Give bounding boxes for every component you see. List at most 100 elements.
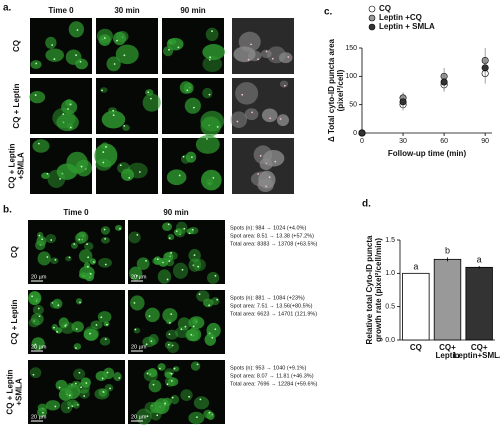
cell bbox=[65, 256, 72, 262]
cell bbox=[276, 114, 289, 127]
puncta bbox=[42, 411, 44, 414]
puncta bbox=[50, 239, 53, 241]
cell bbox=[202, 44, 225, 61]
puncta bbox=[159, 367, 161, 370]
puncta bbox=[148, 315, 151, 318]
puncta bbox=[190, 333, 193, 336]
cell bbox=[238, 31, 261, 52]
scale-label: 20 µm bbox=[131, 274, 147, 280]
cell bbox=[73, 343, 82, 350]
puncta bbox=[183, 227, 186, 230]
puncta bbox=[53, 326, 55, 329]
puncta bbox=[78, 371, 81, 374]
y-axis-label: (pixel²/cell) bbox=[336, 69, 345, 111]
legend-marker bbox=[368, 23, 376, 31]
puncta bbox=[34, 343, 37, 346]
puncta bbox=[87, 265, 89, 268]
cell bbox=[84, 242, 94, 251]
puncta bbox=[170, 379, 173, 382]
scale-label: 20 µm bbox=[31, 274, 47, 280]
puncta bbox=[191, 228, 194, 231]
cell bbox=[115, 44, 139, 65]
puncta bbox=[206, 138, 208, 140]
puncta bbox=[175, 230, 178, 233]
cell bbox=[113, 371, 122, 382]
puncta bbox=[199, 398, 202, 401]
puncta bbox=[34, 94, 37, 96]
cell bbox=[165, 251, 178, 261]
cell bbox=[247, 50, 262, 62]
puncta bbox=[85, 382, 88, 384]
puncta bbox=[106, 371, 109, 374]
cell bbox=[201, 169, 222, 191]
puncta bbox=[182, 155, 185, 158]
puncta bbox=[208, 93, 211, 96]
puncta bbox=[104, 263, 107, 266]
stats-text: Spot area: 8.07 → 11.81 (+46.3%) bbox=[230, 373, 314, 379]
cell bbox=[76, 231, 89, 244]
puncta bbox=[170, 313, 173, 316]
puncta bbox=[168, 333, 171, 336]
puncta bbox=[208, 411, 211, 414]
puncta bbox=[167, 223, 170, 226]
cell bbox=[100, 87, 108, 93]
puncta bbox=[58, 386, 61, 389]
cell bbox=[115, 225, 123, 231]
legend-label: Leptin +CQ bbox=[379, 13, 422, 22]
puncta bbox=[104, 238, 107, 240]
puncta bbox=[105, 145, 107, 148]
cell bbox=[66, 122, 74, 130]
cell bbox=[165, 258, 175, 267]
puncta bbox=[216, 298, 219, 301]
cell bbox=[37, 407, 47, 418]
puncta bbox=[257, 173, 260, 175]
cell bbox=[36, 235, 47, 247]
y-tick-label: 150 bbox=[345, 45, 357, 52]
puncta bbox=[102, 390, 105, 393]
puncta bbox=[212, 176, 215, 179]
cell bbox=[73, 368, 86, 380]
puncta bbox=[89, 332, 91, 335]
puncta bbox=[37, 142, 40, 145]
stats-text: Spots (n): 881 → 1084 (+23%) bbox=[230, 295, 305, 301]
cell bbox=[100, 236, 110, 244]
puncta bbox=[123, 125, 126, 127]
puncta bbox=[150, 340, 153, 343]
cell bbox=[180, 389, 193, 401]
cell bbox=[193, 258, 206, 272]
puncta bbox=[164, 402, 167, 405]
point bbox=[358, 129, 366, 137]
cell bbox=[128, 231, 141, 244]
cell bbox=[157, 269, 172, 284]
cell bbox=[205, 27, 219, 42]
legend-marker bbox=[368, 14, 376, 22]
puncta bbox=[38, 234, 41, 237]
y-tick-label: 100 bbox=[345, 73, 357, 80]
puncta bbox=[101, 377, 104, 380]
column-header: Time 0 bbox=[48, 6, 74, 15]
scale-label: 20 µm bbox=[31, 414, 47, 420]
puncta bbox=[257, 58, 259, 61]
cell bbox=[230, 111, 248, 129]
puncta bbox=[136, 274, 138, 277]
puncta bbox=[103, 37, 106, 39]
puncta bbox=[79, 301, 81, 304]
bar bbox=[433, 258, 462, 341]
panel-label: d. bbox=[362, 199, 371, 210]
puncta bbox=[51, 44, 54, 46]
cell bbox=[32, 139, 50, 153]
stats-text: Spots (n): 953 → 1040 (+9.1%) bbox=[230, 365, 306, 371]
puncta bbox=[211, 337, 214, 339]
puncta bbox=[156, 414, 159, 417]
puncta bbox=[196, 416, 198, 419]
cell bbox=[117, 162, 131, 174]
cell bbox=[47, 169, 66, 188]
cell bbox=[148, 379, 162, 393]
cell bbox=[170, 394, 180, 405]
puncta bbox=[100, 316, 103, 319]
puncta bbox=[170, 252, 172, 254]
y-tick-label: 50 bbox=[349, 102, 357, 109]
puncta bbox=[241, 93, 244, 96]
cell bbox=[257, 178, 274, 192]
x-tick-label: CQ+ bbox=[439, 343, 456, 352]
